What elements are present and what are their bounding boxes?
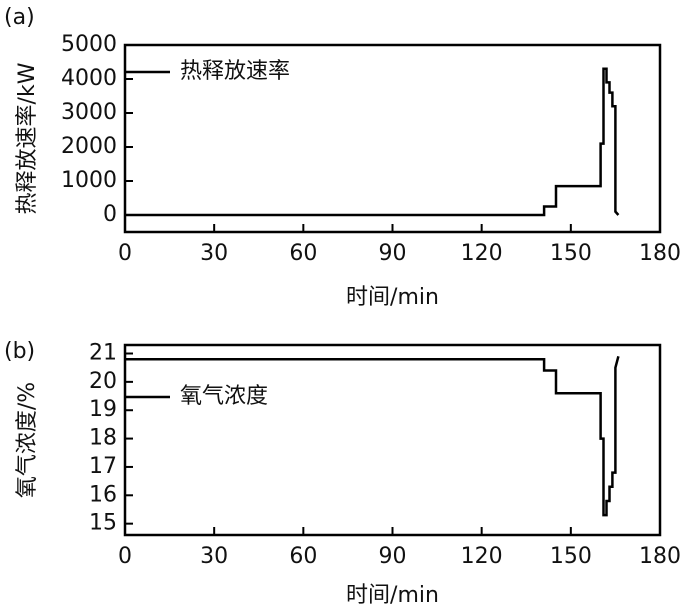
x-tick-label: 90 — [379, 544, 407, 569]
data-line — [125, 67, 620, 217]
x-tick-label: 60 — [289, 544, 317, 569]
y-axis-title: 氧气浓度/% — [15, 382, 40, 498]
y-tick-label: 20 — [89, 369, 117, 394]
y-tick-label: 3000 — [61, 100, 117, 125]
x-tick-label: 60 — [289, 241, 317, 266]
y-tick-label: 17 — [89, 454, 117, 479]
y-tick-label: 15 — [89, 511, 117, 536]
panel-label: (b) — [4, 339, 35, 364]
x-tick-label: 30 — [200, 241, 228, 266]
y-tick-label: 1000 — [61, 168, 117, 193]
x-tick-label: 150 — [550, 241, 592, 266]
y-tick-label: 0 — [103, 202, 117, 227]
x-tick-label: 180 — [639, 241, 681, 266]
y-axis-title: 热释放速率/kW — [15, 62, 40, 214]
legend-label: 热释放速率 — [180, 59, 290, 84]
x-axis-title: 时间/min — [346, 285, 439, 310]
y-tick-label: 5000 — [61, 32, 117, 57]
y-tick-label: 2000 — [61, 134, 117, 159]
y-tick-label: 19 — [89, 397, 117, 422]
x-tick-label: 90 — [379, 241, 407, 266]
legend-label: 氧气浓度 — [180, 384, 268, 409]
x-tick-label: 0 — [118, 544, 132, 569]
y-tick-label: 18 — [89, 426, 117, 451]
plot-frame — [123, 343, 662, 537]
x-tick-label: 120 — [461, 544, 503, 569]
x-tick-label: 150 — [550, 544, 592, 569]
y-tick-label: 21 — [89, 341, 117, 366]
y-tick-label: 16 — [89, 482, 117, 507]
x-axis-title: 时间/min — [346, 583, 439, 608]
y-tick-label: 4000 — [61, 66, 117, 91]
x-tick-label: 0 — [118, 241, 132, 266]
x-tick-label: 180 — [639, 544, 681, 569]
x-tick-label: 30 — [200, 544, 228, 569]
x-tick-label: 120 — [461, 241, 503, 266]
panel-label: (a) — [4, 5, 35, 30]
data-line — [125, 355, 620, 517]
